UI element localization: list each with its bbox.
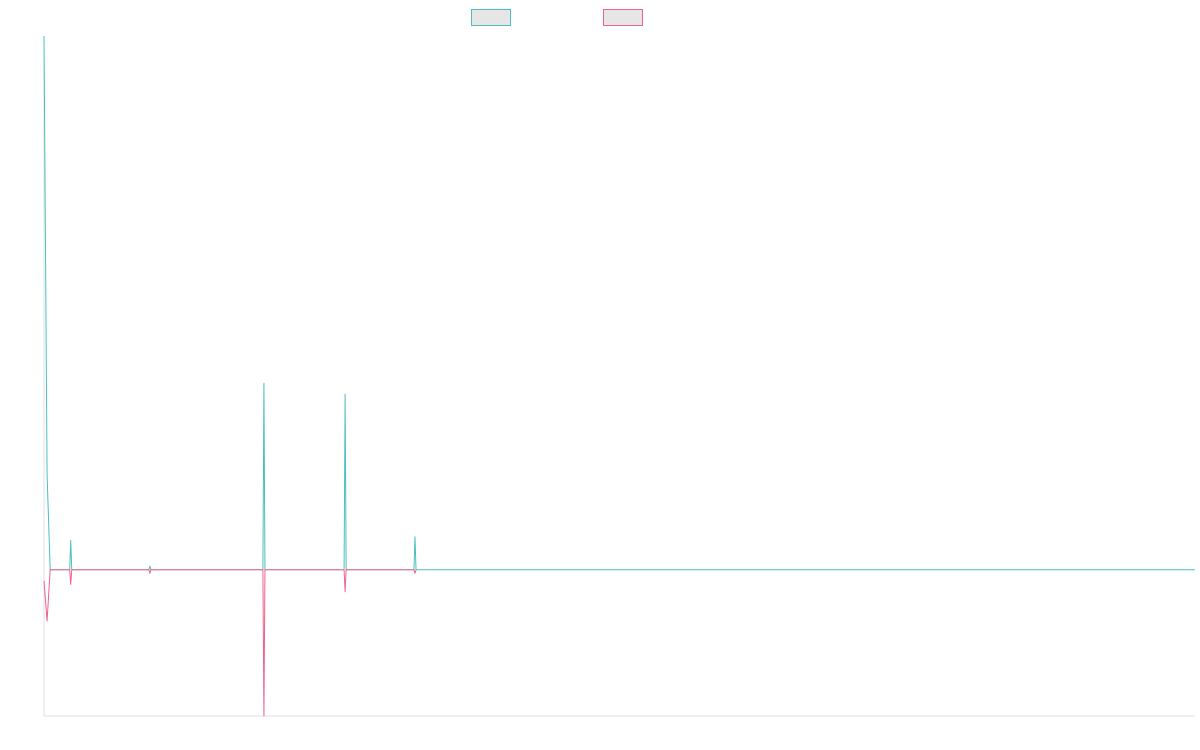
legend-item-series-2[interactable] bbox=[603, 9, 649, 26]
legend-item-series-1[interactable] bbox=[471, 9, 517, 26]
series-layer bbox=[43, 35, 1195, 717]
chart-legend bbox=[0, 9, 1200, 27]
series-line-1[interactable] bbox=[43, 35, 1195, 571]
series-line-2[interactable] bbox=[43, 569, 417, 717]
legend-swatch-series-2 bbox=[603, 9, 643, 26]
chart-axes bbox=[43, 36, 1195, 717]
legend-swatch-series-1 bbox=[471, 9, 511, 26]
